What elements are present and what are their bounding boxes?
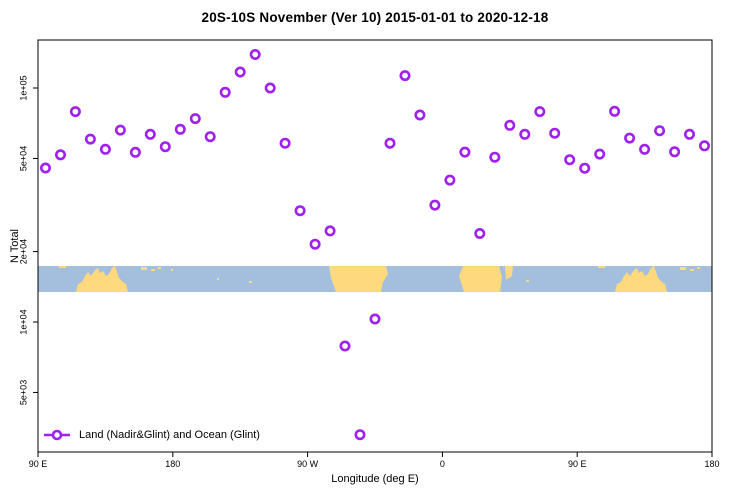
data-point bbox=[579, 162, 591, 174]
data-point bbox=[669, 146, 681, 158]
data-point bbox=[69, 106, 81, 118]
x-tick-label: 180 bbox=[165, 459, 180, 469]
data-point bbox=[519, 128, 531, 140]
world-map-strip bbox=[38, 266, 712, 292]
data-point bbox=[639, 143, 651, 155]
y-tick-label: 5e+04 bbox=[18, 146, 28, 171]
data-point bbox=[624, 132, 636, 144]
x-axis-ticks: 90 E 180 90 W 0 90 E 180 bbox=[29, 452, 720, 469]
data-point bbox=[99, 143, 111, 155]
data-point bbox=[459, 146, 471, 158]
data-point bbox=[174, 123, 186, 135]
land-shape bbox=[459, 266, 502, 292]
x-tick-label: 90 W bbox=[297, 459, 319, 469]
data-point bbox=[534, 106, 546, 118]
chart-title: 20S-10S November (Ver 10) 2015-01-01 to … bbox=[201, 10, 549, 25]
data-point bbox=[683, 128, 695, 140]
legend-marker-icon bbox=[44, 429, 70, 441]
data-point bbox=[249, 48, 261, 60]
data-point bbox=[294, 205, 306, 217]
land-shape bbox=[598, 266, 605, 268]
data-point bbox=[444, 174, 456, 186]
data-point bbox=[309, 238, 321, 250]
data-point bbox=[54, 149, 66, 161]
data-point bbox=[84, 133, 96, 145]
data-point bbox=[399, 70, 411, 82]
data-point bbox=[564, 154, 576, 166]
land-shape bbox=[171, 269, 173, 271]
x-tick-label: 90 E bbox=[568, 459, 587, 469]
data-point bbox=[474, 228, 486, 240]
data-point bbox=[429, 199, 441, 211]
data-point bbox=[114, 124, 126, 136]
x-tick-label: 180 bbox=[704, 459, 719, 469]
data-point bbox=[654, 125, 666, 137]
data-point bbox=[698, 140, 710, 152]
land-shape bbox=[151, 269, 155, 271]
legend-circle bbox=[51, 429, 63, 441]
legend-label: Land (Nadir&Glint) and Ocean (Glint) bbox=[79, 429, 260, 441]
land-shape bbox=[329, 266, 388, 292]
land-shape bbox=[141, 267, 147, 270]
data-point bbox=[369, 313, 381, 325]
data-point bbox=[504, 119, 516, 131]
y-tick-label: 5e+03 bbox=[18, 380, 28, 405]
land-shape bbox=[690, 269, 694, 271]
y-axis-label: N Total bbox=[9, 228, 21, 264]
data-point bbox=[594, 148, 606, 160]
data-point bbox=[384, 137, 396, 149]
data-point bbox=[219, 86, 231, 98]
data-point bbox=[39, 162, 51, 174]
y-tick-label: 2e+04 bbox=[18, 239, 28, 264]
land-shape bbox=[158, 267, 161, 269]
data-series bbox=[39, 48, 710, 441]
plot-box bbox=[37, 39, 713, 453]
data-point bbox=[234, 66, 246, 78]
x-axis-label: Longitude (deg E) bbox=[331, 473, 419, 485]
land-shape bbox=[526, 280, 529, 282]
data-point bbox=[354, 429, 366, 441]
land-shape bbox=[217, 278, 219, 280]
data-point bbox=[144, 128, 156, 140]
x-tick-label: 0 bbox=[440, 459, 445, 469]
data-point bbox=[129, 146, 141, 158]
data-point bbox=[324, 225, 336, 237]
data-point bbox=[414, 109, 426, 121]
data-point bbox=[264, 82, 276, 94]
land-shape bbox=[615, 266, 667, 292]
data-point bbox=[189, 113, 201, 125]
land-shape bbox=[680, 267, 686, 270]
data-point bbox=[279, 137, 291, 149]
land-shape bbox=[505, 266, 513, 280]
data-point bbox=[204, 131, 216, 143]
legend: Land (Nadir&Glint) and Ocean (Glint) bbox=[42, 429, 260, 441]
data-point bbox=[339, 340, 351, 352]
data-point bbox=[489, 151, 501, 163]
y-axis-ticks: 1e+05 5e+04 2e+04 1e+04 5e+03 bbox=[18, 75, 38, 405]
land-shape bbox=[76, 266, 128, 292]
data-point bbox=[159, 141, 171, 153]
land-shape bbox=[697, 267, 700, 269]
x-tick-label: 90 E bbox=[29, 459, 48, 469]
land-shape bbox=[249, 281, 252, 283]
data-point bbox=[549, 127, 561, 139]
land-shape bbox=[59, 266, 66, 268]
data-point bbox=[609, 105, 621, 117]
y-tick-label: 1e+05 bbox=[18, 75, 28, 100]
y-tick-label: 1e+04 bbox=[18, 309, 28, 334]
